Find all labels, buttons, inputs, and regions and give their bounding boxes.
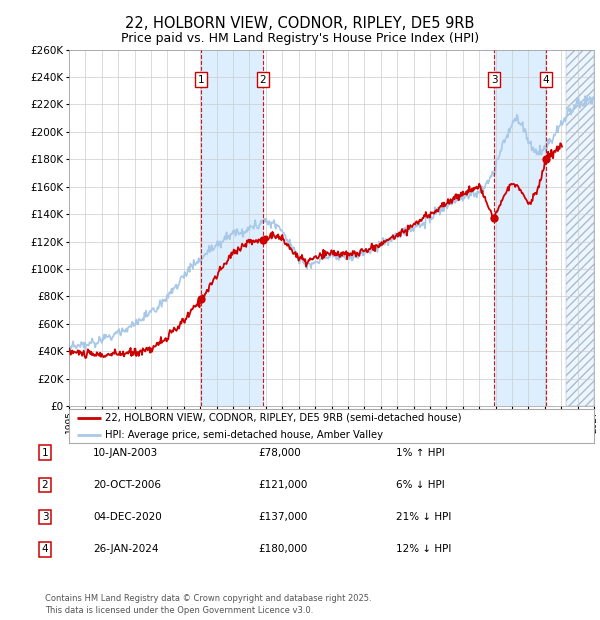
Text: 2: 2 (259, 75, 266, 85)
Text: 2: 2 (41, 480, 49, 490)
Bar (566, 50, 594, 406)
Text: HPI: Average price, semi-detached house, Amber Valley: HPI: Average price, semi-detached house,… (105, 430, 383, 440)
Text: 04-DEC-2020: 04-DEC-2020 (93, 512, 162, 522)
Text: 3: 3 (491, 75, 497, 85)
Text: 1% ↑ HPI: 1% ↑ HPI (396, 448, 445, 458)
Text: £121,000: £121,000 (258, 480, 307, 490)
Text: 12% ↓ HPI: 12% ↓ HPI (396, 544, 451, 554)
Text: 6% ↓ HPI: 6% ↓ HPI (396, 480, 445, 490)
Text: £78,000: £78,000 (258, 448, 301, 458)
Text: 4: 4 (542, 75, 549, 85)
Text: 4: 4 (41, 544, 49, 554)
Text: £180,000: £180,000 (258, 544, 307, 554)
Text: 1: 1 (197, 75, 204, 85)
Text: 22, HOLBORN VIEW, CODNOR, RIPLEY, DE5 9RB (semi-detached house): 22, HOLBORN VIEW, CODNOR, RIPLEY, DE5 9R… (105, 413, 461, 423)
Text: 22, HOLBORN VIEW, CODNOR, RIPLEY, DE5 9RB: 22, HOLBORN VIEW, CODNOR, RIPLEY, DE5 9R… (125, 16, 475, 31)
Text: 26-JAN-2024: 26-JAN-2024 (93, 544, 158, 554)
Text: 21% ↓ HPI: 21% ↓ HPI (396, 512, 451, 522)
Text: 1: 1 (41, 448, 49, 458)
Bar (566, 50, 594, 406)
Text: 10-JAN-2003: 10-JAN-2003 (93, 448, 158, 458)
Text: 3: 3 (41, 512, 49, 522)
Text: £137,000: £137,000 (258, 512, 307, 522)
Text: Price paid vs. HM Land Registry's House Price Index (HPI): Price paid vs. HM Land Registry's House … (121, 32, 479, 45)
Text: Contains HM Land Registry data © Crown copyright and database right 2025.
This d: Contains HM Land Registry data © Crown c… (45, 594, 371, 615)
Text: 20-OCT-2006: 20-OCT-2006 (93, 480, 161, 490)
Bar (201, 50, 263, 406)
Bar (494, 50, 546, 406)
